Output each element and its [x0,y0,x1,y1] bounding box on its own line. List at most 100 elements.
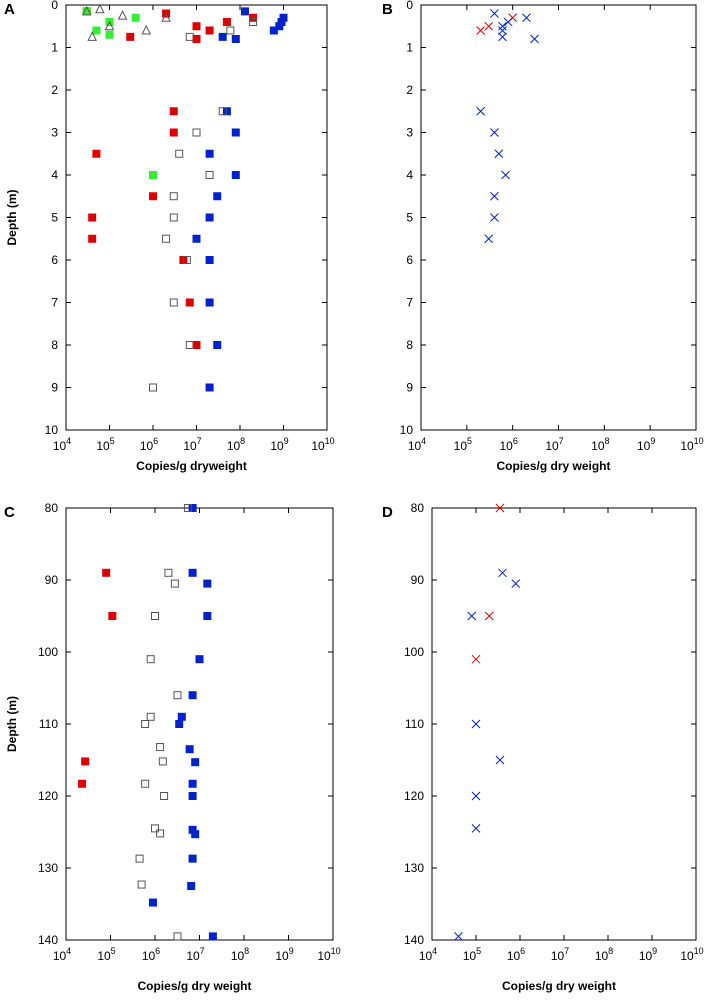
data-point [157,830,164,837]
data-point [174,692,181,699]
x-tick-label: 105 [454,436,472,453]
data-point [472,720,480,728]
y-tick-label: 3 [51,126,58,140]
y-tick-label: 90 [411,573,425,587]
data-point [496,756,504,764]
data-point [522,14,530,22]
y-tick-label: 7 [51,296,58,310]
data-point [223,107,231,115]
x-tick-label: 106 [507,946,525,963]
y-tick-label: 80 [45,501,59,515]
data-point [223,18,231,26]
data-point [161,793,168,800]
data-point [209,932,217,940]
data-point [150,384,157,391]
y-tick-label: 8 [406,338,413,352]
data-point [159,758,166,765]
x-tick-label: 105 [463,946,481,963]
data-point [170,299,177,306]
data-point [498,22,506,30]
x-tick-label: 104 [53,946,71,963]
data-point [178,713,186,721]
x-tick-label: 105 [97,946,115,963]
y-tick-label: 120 [404,789,424,803]
data-point [175,720,183,728]
data-point [88,235,96,243]
y-tick-label: 6 [51,253,58,267]
x-tick-label: 1010 [317,946,340,963]
data-point [490,192,498,200]
data-point [196,655,204,663]
y-tick-label: 140 [38,933,58,947]
x-tick-label: 109 [275,946,293,963]
data-point [213,192,221,200]
x-tick-label: 107 [186,946,204,963]
data-point [142,26,150,34]
data-point [193,129,200,136]
data-point [170,107,178,115]
y-tick-label: 5 [51,211,58,225]
data-point [213,341,221,349]
y-tick-label: 0 [406,0,413,12]
data-point [186,299,194,307]
y-axis-title: Depth (m) [5,190,19,246]
data-point [206,256,214,264]
panel-label: C [4,504,15,521]
data-point [108,612,116,620]
y-axis-title: Depth (m) [5,696,19,752]
x-axis-title: Copies/g dry weight [496,459,610,473]
plot-frame [421,5,696,430]
data-point [502,171,510,179]
x-tick-label: 106 [499,436,517,453]
y-tick-label: 9 [51,381,58,395]
y-tick-label: 120 [38,789,58,803]
x-tick-label: 106 [142,946,160,963]
data-point [186,745,194,753]
x-tick-label: 109 [639,946,657,963]
data-point [477,27,485,35]
data-point [472,655,480,663]
data-point [88,214,96,222]
panel-label: B [382,1,393,18]
data-point [189,855,197,863]
data-point [504,18,512,26]
data-point [485,235,493,243]
y-tick-label: 100 [404,645,424,659]
data-point [152,613,159,620]
x-tick-label: 107 [183,436,201,453]
y-tick-label: 140 [404,933,424,947]
y-tick-label: 1 [51,41,58,55]
data-point [92,27,100,35]
data-point [512,580,520,588]
y-tick-label: 10 [45,423,59,437]
y-tick-label: 9 [406,381,413,395]
panel-label: D [382,504,393,521]
x-axis-title: Copies/g dry weight [137,979,251,993]
data-point [174,933,181,940]
data-point [191,830,199,838]
data-point [531,35,539,43]
y-tick-label: 100 [38,645,58,659]
data-point [132,14,140,22]
x-tick-label: 104 [419,946,437,963]
x-axis-title: Copies/g dry weight [502,979,616,993]
data-point [170,129,178,137]
y-tick-label: 130 [404,861,424,875]
y-tick-label: 10 [400,423,414,437]
x-tick-label: 104 [53,436,71,453]
y-tick-label: 3 [406,126,413,140]
x-tick-label: 104 [408,436,426,453]
data-point [270,27,278,35]
data-point [136,855,143,862]
data-point [454,932,462,940]
data-point [106,31,114,39]
x-tick-label: 108 [231,946,249,963]
y-tick-label: 4 [406,168,413,182]
data-point [186,342,193,349]
data-point [189,569,197,577]
panel-label: A [4,1,15,18]
data-point [147,656,154,663]
